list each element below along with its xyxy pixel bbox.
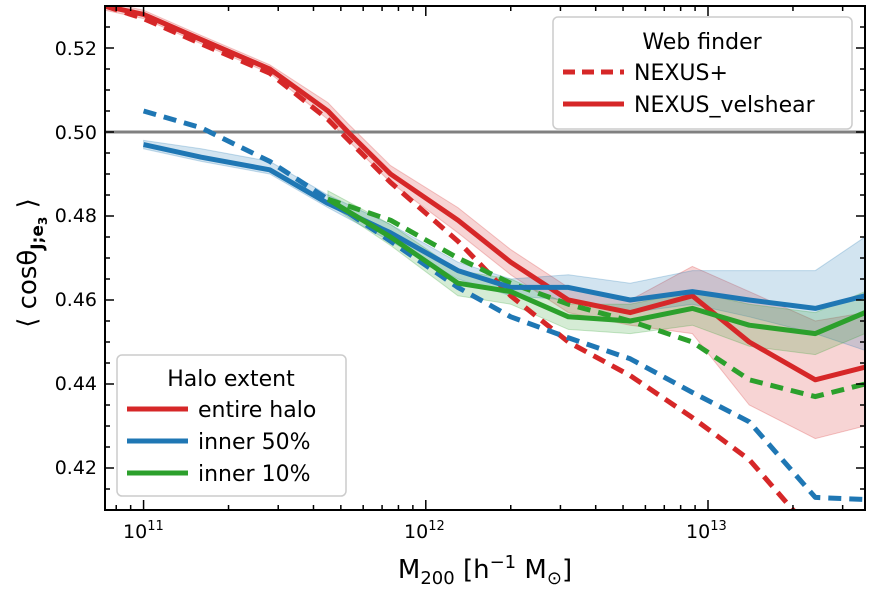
axis-ticks: [105, 5, 865, 511]
x-tick-exp: 12: [428, 519, 445, 534]
x-tick-base: 10: [123, 521, 147, 543]
legend-web-finder: Web finder NEXUS+ NEXUS_velshear: [552, 16, 853, 130]
legend-label: inner 10%: [198, 462, 310, 487]
series-lines: [105, 6, 865, 510]
y-label-sub: J;e: [28, 225, 48, 251]
x-tick-label: 1013: [686, 519, 727, 543]
legend-label: NEXUS+: [634, 61, 728, 86]
series-line-nexus-plus-inner-50-: [142, 108, 865, 502]
x-tick-label: 1011: [123, 519, 164, 543]
y-tick-label: 0.48: [55, 205, 97, 227]
legend-title: Halo extent: [167, 367, 295, 392]
y-tick-labels: 0.42 0.44 0.46 0.48 0.50 0.52: [55, 38, 97, 479]
x-tick-base: 10: [404, 521, 428, 543]
x-tick-label: 1012: [404, 519, 445, 543]
x-tick-base: 10: [686, 521, 710, 543]
y-tick-label: 0.46: [55, 289, 97, 311]
y-label-close: ⟩: [13, 198, 43, 216]
y-label-main: ⟨ cosθ: [13, 250, 43, 328]
y-tick-label: 0.42: [55, 457, 97, 479]
legend-title: Web finder: [642, 30, 762, 55]
x-tick-labels: 1011 1012 1013: [123, 519, 727, 543]
y-tick-label: 0.52: [55, 38, 97, 60]
legend-box: [116, 354, 347, 497]
x-label-unit-exp: −1: [490, 552, 517, 573]
legend-label: NEXUS_velshear: [634, 93, 816, 118]
series-line-nexus-plus-inner-10-: [327, 196, 865, 400]
series-line-nexus-velshear-inner-50-: [143, 142, 865, 311]
series-line-nexus-velshear-inner-10-: [326, 197, 865, 337]
x-axis-label: M200 [h−1 M⊙]: [398, 552, 572, 589]
x-tick-exp: 11: [147, 519, 164, 534]
legend-label: entire halo: [198, 398, 316, 423]
y-axis-label: ⟨ cosθJ;e3 ⟩: [13, 198, 50, 328]
x-label-sub: 200: [420, 568, 454, 589]
series-line-nexus-velshear-entire-halo: [105, 6, 865, 383]
x-label-unit-open: [h: [455, 555, 490, 585]
x-label-unit-close: ]: [562, 555, 572, 585]
y-label-subsub: 3: [36, 217, 50, 225]
y-tick-label: 0.44: [55, 373, 97, 395]
x-label-unit-sub: ⊙: [547, 568, 562, 589]
legend-label: inner 50%: [198, 430, 310, 455]
legend-box: [552, 16, 853, 130]
legend-halo-extent: Halo extent entire halo inner 50% inner …: [116, 354, 347, 497]
x-label-unit-mid: M: [516, 555, 547, 585]
y-tick-label: 0.50: [55, 122, 97, 144]
x-tick-exp: 13: [710, 519, 727, 534]
x-label-main: M: [398, 555, 420, 585]
